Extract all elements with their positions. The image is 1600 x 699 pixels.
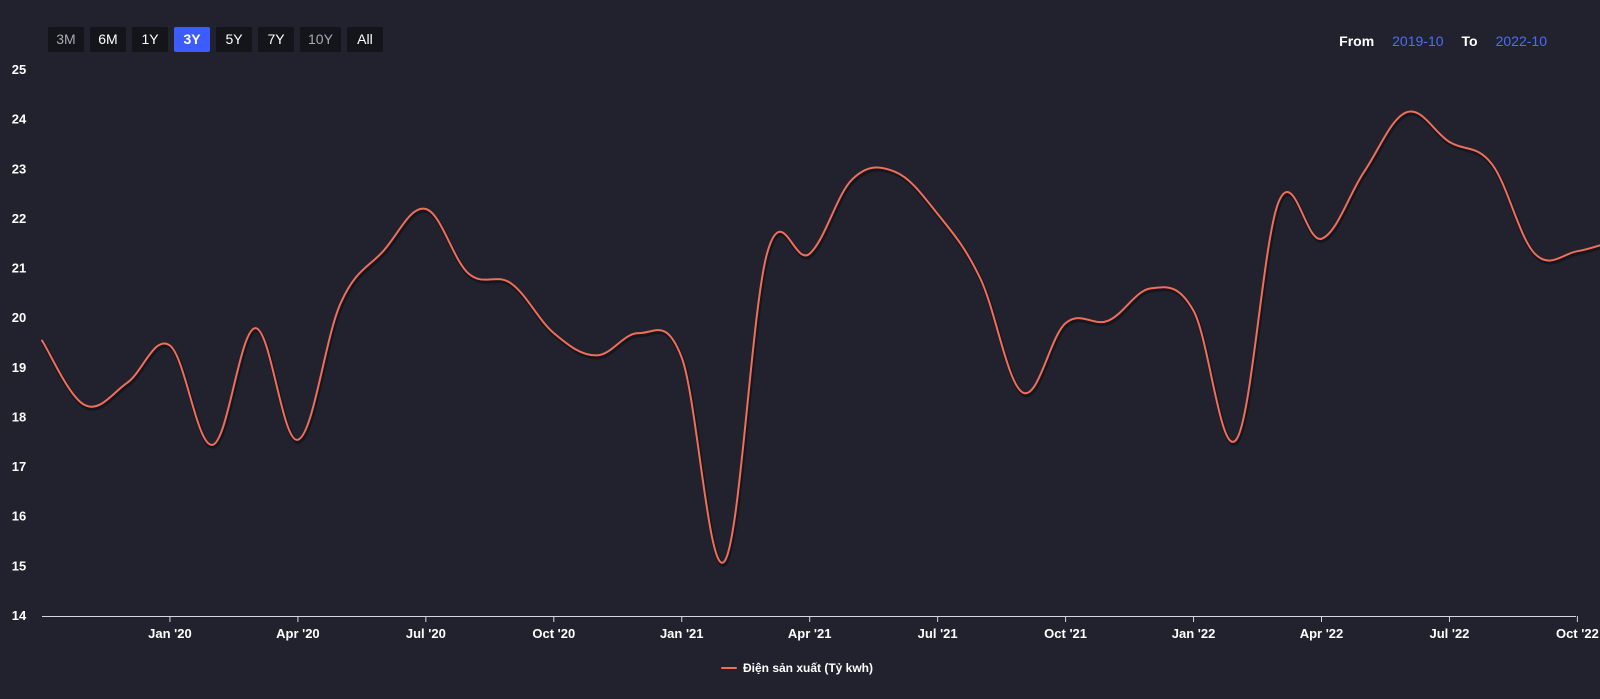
data-point-2022-06[interactable]: [1404, 109, 1410, 115]
data-point-2022-03[interactable]: [1276, 199, 1282, 205]
x-tick-label: Apr '22: [1300, 626, 1344, 641]
y-tick-label: 22: [12, 211, 26, 226]
data-point-2021-12[interactable]: [1148, 285, 1154, 291]
data-point-2021-03[interactable]: [764, 251, 770, 257]
legend-label: Điện sản xuất (Tỷ kwh): [742, 661, 874, 675]
x-tick-label: Jul '20: [406, 626, 446, 641]
range-button-all[interactable]: All: [346, 27, 383, 52]
data-point-2020-09[interactable]: [508, 280, 514, 286]
y-tick-label: 23: [12, 161, 26, 176]
data-point-2019-11[interactable]: [82, 402, 88, 408]
y-tick-label: 20: [12, 310, 26, 325]
data-point-2020-10[interactable]: [551, 330, 557, 336]
from-label: From: [1339, 33, 1375, 49]
data-point-2020-11[interactable]: [593, 352, 599, 358]
y-tick-label: 24: [12, 112, 27, 127]
x-tick-label: Jan '20: [148, 626, 192, 641]
data-point-2020-01[interactable]: [167, 342, 173, 348]
data-point-2020-03[interactable]: [252, 325, 258, 331]
range-button-1y[interactable]: 1Y: [132, 27, 168, 52]
plot-area: [39, 109, 1600, 567]
series-line-shadow: [41, 111, 1600, 567]
y-tick-label: 14: [12, 608, 27, 623]
data-point-2020-08[interactable]: [466, 271, 472, 277]
y-tick-label: 15: [12, 558, 26, 573]
data-point-2022-10[interactable]: [1574, 248, 1580, 254]
from-date-input[interactable]: 2019-10: [1392, 33, 1444, 49]
range-selector: 3M 6M 1Y 3Y 5Y 7Y 10Y All: [48, 27, 383, 52]
range-button-7y[interactable]: 7Y: [258, 27, 294, 52]
x-tick-label: Apr '21: [788, 626, 832, 641]
y-tick-label: 16: [12, 509, 26, 524]
data-point-2020-02[interactable]: [210, 442, 216, 448]
y-tick-label: 19: [12, 360, 26, 375]
to-date-input[interactable]: 2022-10: [1495, 33, 1547, 49]
range-button-3m[interactable]: 3M: [48, 27, 84, 52]
y-tick-label: 17: [12, 459, 26, 474]
x-tick-label: Jan '21: [660, 626, 704, 641]
legend-swatch: [720, 667, 737, 669]
data-point-2021-01[interactable]: [679, 355, 685, 361]
series-line: [41, 110, 1600, 564]
data-point-2021-07[interactable]: [935, 211, 941, 217]
data-point-2019-12[interactable]: [124, 380, 130, 386]
data-point-2022-08[interactable]: [1489, 161, 1495, 167]
data-point-2020-06[interactable]: [380, 248, 386, 254]
legend[interactable]: Điện sản xuất (Tỷ kwh): [0, 661, 1600, 675]
y-tick-label: 25: [12, 62, 26, 77]
y-tick-label: 18: [12, 409, 26, 424]
data-point-2021-02[interactable]: [721, 558, 727, 564]
data-point-2019-10[interactable]: [39, 338, 45, 344]
x-axis: Jan '20 Apr '20 Jul '20 Oct '20 Jan '21 Apr '…: [42, 616, 1599, 641]
data-point-2021-09[interactable]: [1020, 390, 1026, 396]
data-point-2020-04[interactable]: [295, 437, 301, 443]
x-tick-label: Jan '22: [1172, 626, 1216, 641]
data-point-2021-06[interactable]: [892, 169, 898, 175]
data-point-2020-05[interactable]: [338, 300, 344, 306]
data-point-2021-11[interactable]: [1105, 318, 1111, 324]
data-point-2021-10[interactable]: [1063, 320, 1069, 326]
x-tick-label: Apr '20: [276, 626, 320, 641]
data-point-2022-02[interactable]: [1233, 437, 1239, 443]
data-point-2022-01[interactable]: [1191, 308, 1197, 314]
x-tick-label: Jul '21: [918, 626, 958, 641]
x-tick-label: Jul '22: [1429, 626, 1469, 641]
data-point-2020-12[interactable]: [636, 330, 642, 336]
y-axis: 14 15 16 17 18 19 20 21 22 23 24 25: [12, 62, 27, 623]
data-point-2022-07[interactable]: [1446, 139, 1452, 145]
range-button-6m[interactable]: 6M: [90, 27, 126, 52]
x-tick-label: Oct '22: [1556, 626, 1599, 641]
date-range: From 2019-10 To 2022-10: [1339, 33, 1547, 49]
to-label: To: [1461, 33, 1478, 49]
data-point-2022-04[interactable]: [1319, 236, 1325, 242]
range-button-10y[interactable]: 10Y: [300, 27, 341, 52]
y-tick-label: 21: [12, 261, 26, 276]
range-button-3y[interactable]: 3Y: [174, 27, 210, 52]
data-point-2020-07[interactable]: [423, 206, 429, 212]
x-tick-label: Oct '20: [532, 626, 575, 641]
data-point-2021-05[interactable]: [849, 176, 855, 182]
range-button-5y[interactable]: 5Y: [216, 27, 252, 52]
data-point-2021-08[interactable]: [977, 275, 983, 281]
data-point-2021-04[interactable]: [807, 251, 813, 257]
data-point-2022-05[interactable]: [1361, 169, 1367, 175]
data-point-2022-09[interactable]: [1532, 251, 1538, 257]
x-tick-label: Oct '21: [1044, 626, 1087, 641]
